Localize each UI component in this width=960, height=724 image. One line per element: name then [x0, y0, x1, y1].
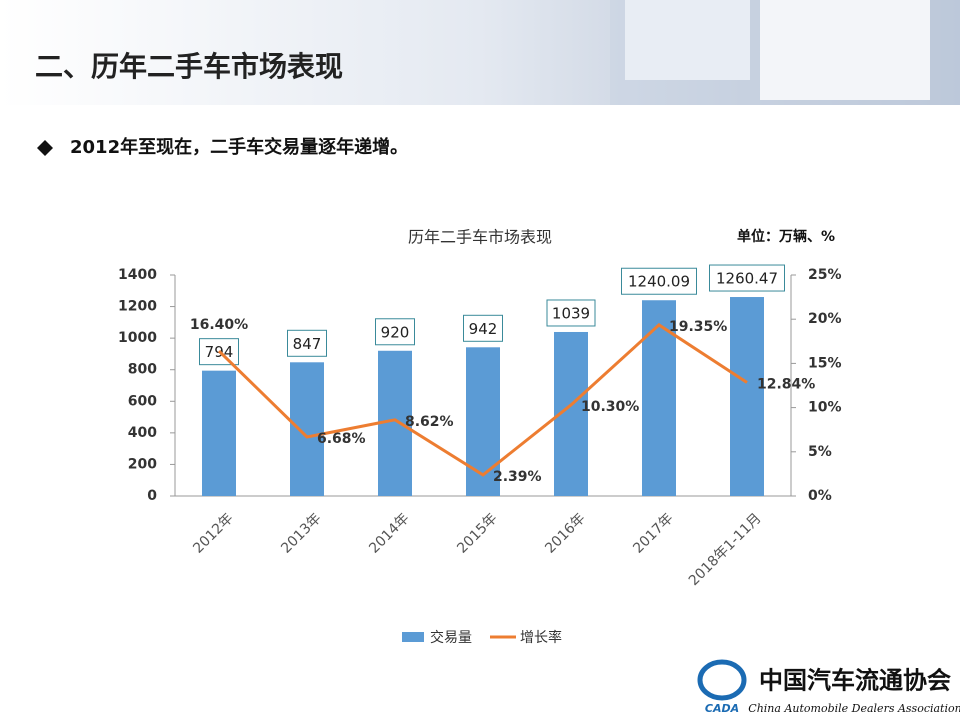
logo-abbr: CADA: [705, 702, 739, 715]
y2-tick-label: 15%: [808, 355, 842, 371]
logo: CADA 中国汽车流通协会 China Automobile Dealers A…: [697, 659, 960, 715]
line-label: 2.39%: [493, 469, 542, 485]
chart-title: 历年二手车市场表现: [408, 228, 552, 247]
value-label-box: [709, 264, 785, 292]
photo-cube: [760, 0, 930, 100]
value-label: 942: [469, 320, 498, 338]
x-tick-label: 2015年: [454, 510, 500, 556]
header-title: 二、历年二手车市场表现: [35, 50, 343, 83]
y2-tick-label: 0%: [808, 488, 832, 504]
value-label-box: [375, 318, 415, 346]
x-tick-label: 2017年: [630, 510, 676, 556]
value-label: 1039: [552, 304, 590, 322]
y-tick-label: 1000: [118, 330, 157, 346]
y2-tick-label: 25%: [808, 267, 842, 283]
y-tick-label: 0: [147, 488, 157, 504]
value-label: 1260.47: [716, 270, 778, 288]
line-label: 12.84%: [757, 376, 815, 392]
value-label: 1240.09: [628, 273, 690, 291]
value-label-box: [463, 314, 503, 342]
photo-cube: [625, 0, 750, 80]
y-tick-label: 1200: [118, 299, 157, 315]
y2-tick-label: 20%: [808, 311, 842, 327]
y-tick-label: 600: [128, 393, 157, 409]
value-label-box: [546, 299, 596, 327]
y2-tick-label: 10%: [808, 400, 842, 416]
logo-mark: [697, 659, 747, 701]
bar: [290, 362, 324, 496]
legend-label: 交易量: [430, 629, 472, 646]
legend-label: 增长率: [520, 629, 562, 646]
y-tick-label: 800: [128, 362, 157, 378]
line-label: 6.68%: [317, 431, 366, 447]
line-label: 10.30%: [581, 399, 639, 415]
unit-label: 单位：万辆、%: [737, 228, 835, 245]
logo-name: 中国汽车流通协会: [759, 666, 951, 695]
y-tick-label: 200: [128, 456, 157, 472]
y-tick-label: 1400: [118, 267, 157, 283]
bar: [202, 370, 236, 496]
x-tick-label: 2013年: [278, 510, 324, 556]
value-label-box: [287, 329, 327, 357]
line-label: 19.35%: [669, 319, 727, 335]
legend-swatch: [402, 632, 424, 642]
line-label: 16.40%: [190, 317, 248, 333]
y2-tick-label: 5%: [808, 444, 832, 460]
bullet-icon: [37, 140, 53, 156]
x-tick-label: 2018年1-11月: [686, 510, 765, 589]
value-label-box: [621, 267, 697, 295]
logo-english: China Automobile Dealers Association: [748, 702, 960, 715]
line: [217, 323, 748, 477]
y-tick-label: 400: [128, 425, 157, 441]
value-label: 920: [381, 323, 410, 341]
bar: [730, 297, 764, 496]
line-label: 8.62%: [405, 414, 454, 430]
x-tick-label: 2016年: [542, 510, 588, 556]
bar: [466, 347, 500, 496]
x-tick-label: 2014年: [366, 510, 412, 556]
x-tick-label: 2012年: [190, 510, 236, 556]
bullet-text: 2012年至现在，二手车交易量逐年递增。: [70, 136, 408, 158]
value-label: 847: [293, 335, 322, 353]
